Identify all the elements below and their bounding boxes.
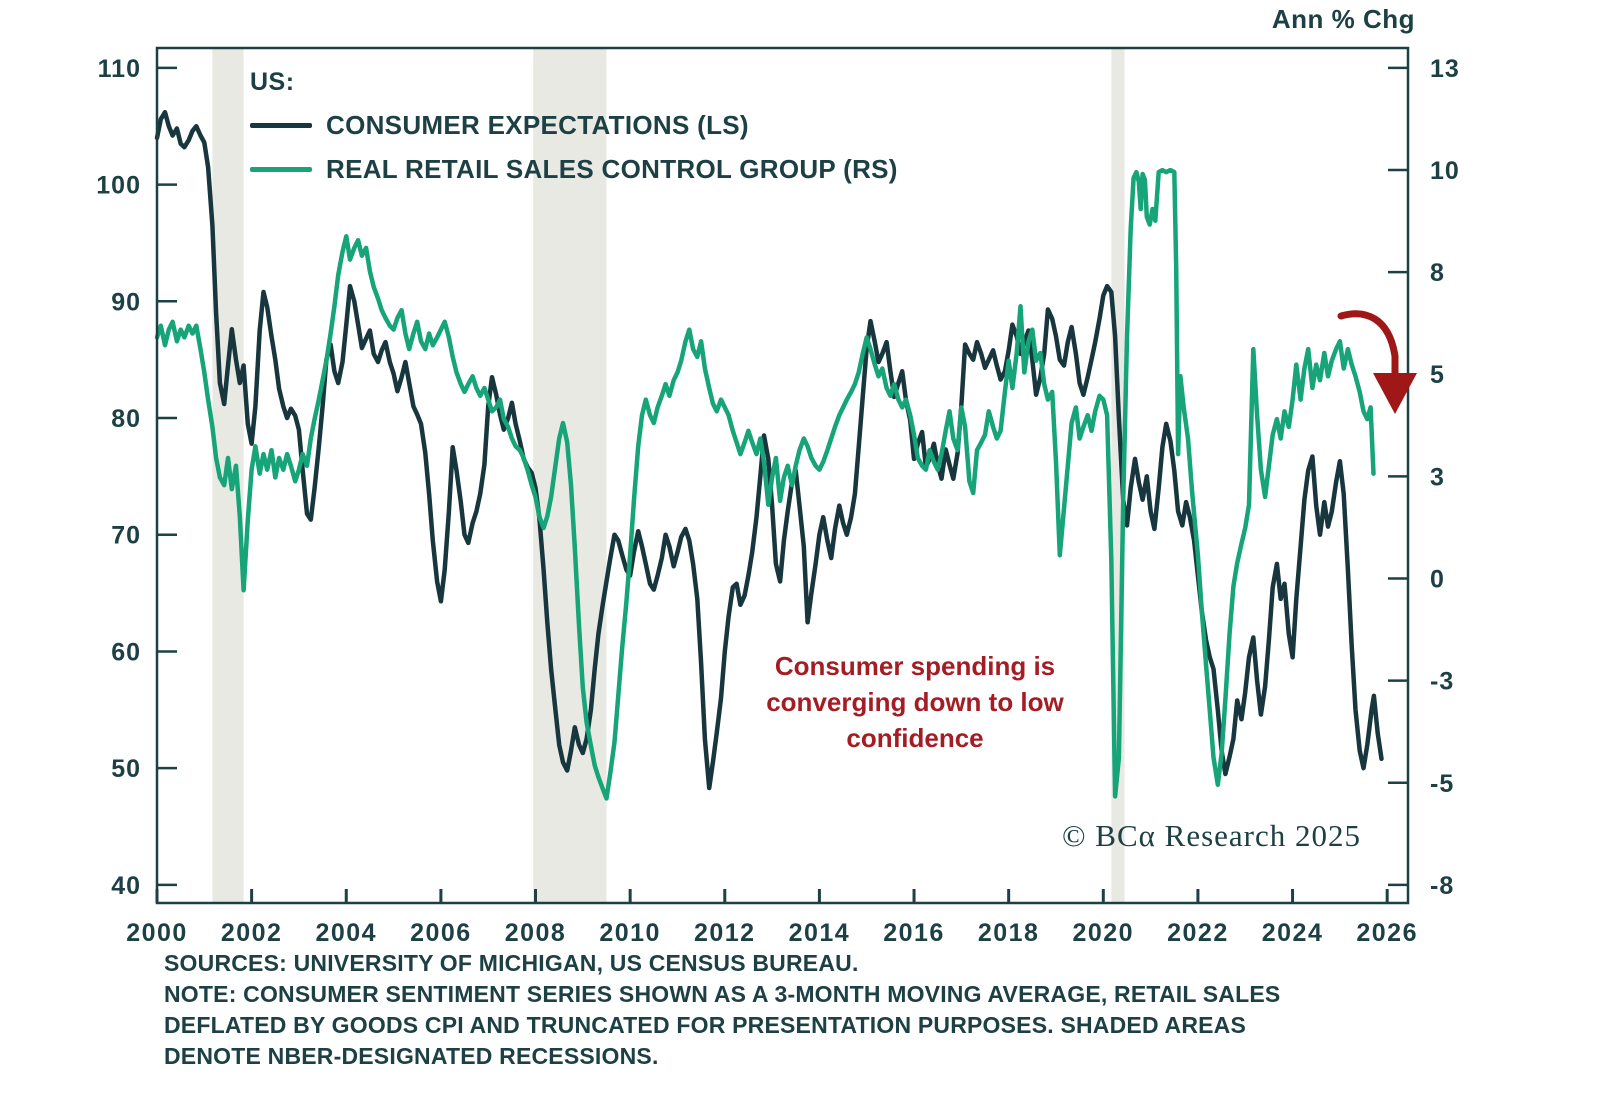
y-right-tick-label: -5 xyxy=(1430,770,1454,798)
legend-item-real-retail-sales: REAL RETAIL SALES CONTROL GROUP (RS) xyxy=(250,153,898,185)
legend-label: REAL RETAIL SALES CONTROL GROUP (RS) xyxy=(326,153,898,184)
y-right-tick-label: 3 xyxy=(1430,463,1445,491)
legend-group-label: US: xyxy=(250,68,295,96)
down-arrow-head-icon xyxy=(1373,373,1417,414)
right-axis-title: Ann % Chg xyxy=(1271,4,1415,34)
x-tick-label: 2000 xyxy=(126,919,188,947)
y-right-tick-label: -8 xyxy=(1430,872,1454,900)
y-right-tick-label: 10 xyxy=(1430,157,1460,185)
x-tick-label: 2016 xyxy=(883,919,945,947)
annotation-text: Consumer spending is converging down to … xyxy=(766,651,1064,753)
note-line: DEFLATED BY GOODS CPI AND TRUNCATED FOR … xyxy=(164,1012,1247,1038)
y-left-tick-label: 70 xyxy=(111,522,141,550)
footer-notes: SOURCES: UNIVERSITY OF MICHIGAN, US CENS… xyxy=(164,948,1280,1072)
y-right-tick-label: 0 xyxy=(1430,566,1445,594)
x-tick-label: 2012 xyxy=(694,919,756,947)
x-tick-label: 2006 xyxy=(410,919,472,947)
y-left-tick-label: 50 xyxy=(111,755,141,783)
series-line-real-retail-sales xyxy=(154,167,1376,801)
legend-item-consumer-expectations: CONSUMER EXPECTATIONS (LS) xyxy=(250,109,898,141)
y-right-tick-label: 8 xyxy=(1430,259,1445,287)
x-tick-label: 2024 xyxy=(1262,919,1324,947)
real-retail-sales-line-swatch xyxy=(250,166,312,172)
x-tick-label: 2002 xyxy=(221,919,283,947)
legend-label: CONSUMER EXPECTATIONS (LS) xyxy=(326,109,749,140)
x-tick-label: 2020 xyxy=(1072,919,1134,947)
x-tick-label: 2018 xyxy=(978,919,1040,947)
x-tick-label: 2014 xyxy=(789,919,851,947)
note-line: DENOTE NBER-DESIGNATED RECESSIONS. xyxy=(164,1043,659,1069)
y-left-tick-label: 90 xyxy=(111,288,141,316)
sources-line: SOURCES: UNIVERSITY OF MICHIGAN, US CENS… xyxy=(164,950,859,976)
y-left-tick-label: 40 xyxy=(111,872,141,900)
x-tick-label: 2004 xyxy=(315,919,377,947)
watermark: © BCα Research 2025 xyxy=(1062,818,1361,853)
consumer-expectations-line-swatch xyxy=(250,122,312,128)
y-right-tick-label: 5 xyxy=(1430,361,1445,389)
note-line: NOTE: CONSUMER SENTIMENT SERIES SHOWN AS… xyxy=(164,981,1281,1007)
y-right-tick-label: -3 xyxy=(1430,668,1454,696)
x-tick-label: 2008 xyxy=(505,919,567,947)
y-left-tick-label: 100 xyxy=(96,172,141,200)
x-tick-label: 2010 xyxy=(599,919,661,947)
y-left-tick-label: 110 xyxy=(98,55,141,83)
y-left-tick-label: 60 xyxy=(111,638,141,666)
y-right-tick-label: 13 xyxy=(1430,55,1460,83)
down-arrow-icon xyxy=(1337,310,1399,379)
legend: US: CONSUMER EXPECTATIONS (LS) REAL RETA… xyxy=(250,68,898,185)
x-tick-label: 2026 xyxy=(1356,919,1418,947)
x-tick-label: 2022 xyxy=(1167,919,1229,947)
y-left-tick-label: 80 xyxy=(111,405,141,433)
